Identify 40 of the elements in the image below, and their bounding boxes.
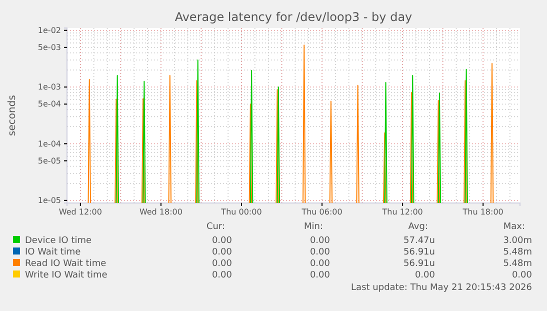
y-axis-title: seconds: [7, 95, 18, 136]
text: 5.48m: [503, 259, 532, 269]
x-tick-label: Wed 12:00: [58, 208, 102, 217]
text: 0.00: [212, 259, 232, 269]
y-tick-label: 5e-03: [38, 42, 61, 52]
legend-label: Read IO Wait time: [25, 259, 107, 269]
text: 0.00: [310, 259, 330, 269]
y-tick-label: 1e-05: [38, 196, 61, 205]
x-tick-label: Wed 18:00: [139, 208, 182, 217]
y-tick-label: 5e-04: [38, 100, 61, 109]
x-tick-label: Thu 06:00: [300, 208, 342, 217]
x-tick-label: Thu 18:00: [462, 208, 504, 217]
text: Cur:: [206, 222, 225, 232]
text: 0.00: [310, 270, 330, 280]
y-tick-label: 1e-03: [38, 82, 61, 92]
text: 0.00: [310, 236, 330, 246]
text: 0.00: [212, 270, 232, 280]
text: Max:: [503, 222, 525, 232]
chart-title: Average latency for /dev/loop3 - by day: [174, 10, 412, 24]
y-tick-label: 1e-04: [38, 139, 61, 148]
text: 0.00: [512, 270, 532, 280]
x-tick-label: Thu 12:00: [381, 208, 423, 217]
legend-label: Device IO time: [25, 236, 92, 246]
text: 0.00: [212, 236, 232, 246]
text: Min:: [304, 222, 323, 232]
text: 0.00: [212, 248, 232, 258]
legend-label: IO Wait time: [25, 248, 82, 258]
y-tick-label: 5e-05: [38, 156, 61, 166]
text: 56.91u: [404, 259, 435, 269]
text: 3.00m: [503, 236, 532, 246]
text: Last update: Thu May 21 20:15:43 2026: [351, 283, 532, 293]
x-tick-label: Thu 00:00: [220, 208, 262, 217]
text: 5.48m: [503, 248, 532, 258]
text: 0.00: [414, 270, 436, 280]
text: Avg:: [408, 222, 428, 232]
text: 0.00: [310, 248, 330, 258]
legend-label: Write IO Wait time: [25, 270, 108, 280]
text: 56.91u: [404, 248, 435, 258]
text: 57.47u: [404, 236, 435, 246]
y-tick-label: 1e-02: [38, 26, 61, 35]
